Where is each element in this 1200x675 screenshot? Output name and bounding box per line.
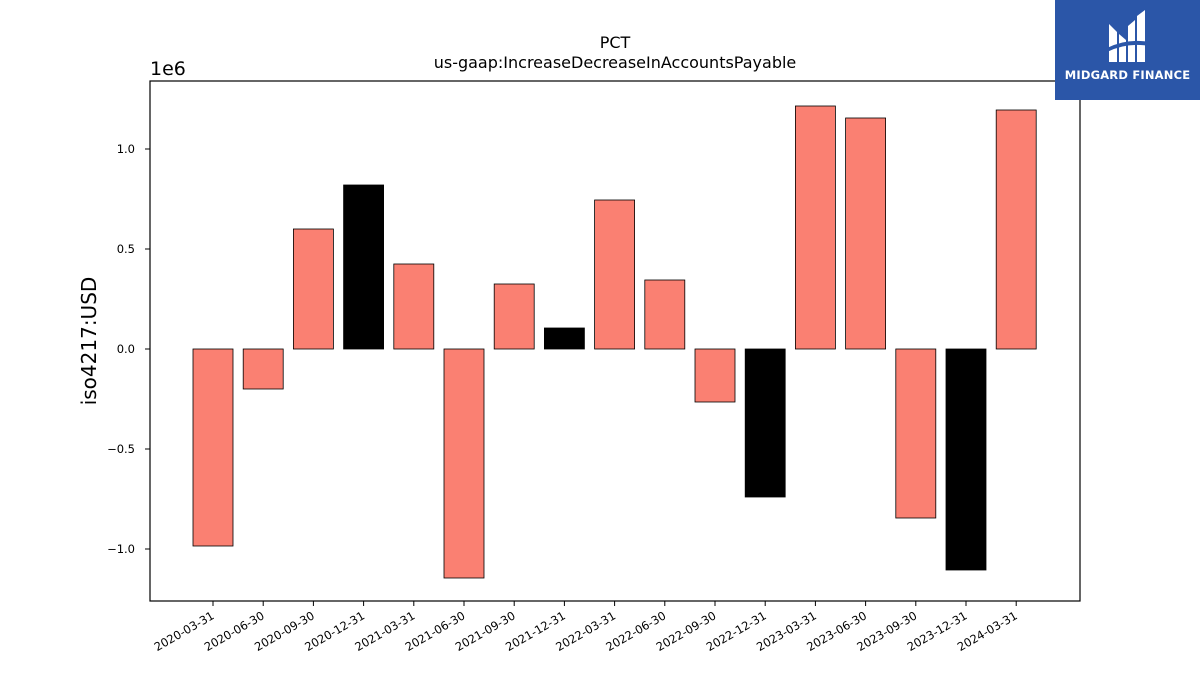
bar-2024-03-31: [995, 109, 1037, 350]
chart-subtitle: us-gaap:IncreaseDecreaseInAccountsPayabl…: [434, 53, 797, 72]
bar-2021-12-31: [544, 327, 585, 350]
y-tick-label: 0.5: [117, 242, 135, 256]
y-tick-label: 1.0: [117, 142, 135, 156]
bar-2020-09-30: [292, 228, 334, 350]
y-axis-label: iso4217:USD: [77, 277, 101, 406]
bar-2023-09-30: [895, 348, 937, 519]
bar-2023-03-31: [795, 105, 836, 350]
bar-2023-06-30: [845, 117, 886, 350]
bar-2022-09-30: [694, 348, 736, 403]
chart-title: PCT: [600, 33, 631, 52]
midgard-finance-logo: MIDGARD FINANCE: [1055, 0, 1200, 100]
bar-2021-06-30: [443, 348, 485, 579]
y-tick-label: −1.0: [107, 542, 135, 556]
bar-2021-09-30: [493, 283, 535, 350]
bar-2021-03-31: [393, 263, 435, 350]
logo-text: MIDGARD FINANCE: [1064, 68, 1191, 82]
y-tick-label: −0.5: [107, 442, 135, 456]
bar-2022-06-30: [644, 279, 686, 350]
plot-frame: [149, 80, 1081, 602]
y-offset-label: 1e6: [150, 58, 186, 80]
y-tick-label: 0.0: [117, 342, 135, 356]
bar-2022-03-31: [594, 199, 635, 350]
bar-2020-03-31: [192, 348, 234, 547]
bar-2020-12-31: [343, 184, 385, 350]
bar-2022-12-31: [744, 348, 786, 498]
bar-2023-12-31: [945, 348, 987, 571]
midgard-logo-mark-icon: [1107, 10, 1149, 62]
bar-2020-06-30: [242, 348, 284, 390]
